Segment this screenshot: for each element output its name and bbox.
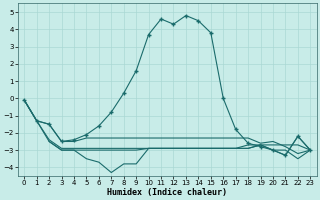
X-axis label: Humidex (Indice chaleur): Humidex (Indice chaleur) xyxy=(107,188,227,197)
